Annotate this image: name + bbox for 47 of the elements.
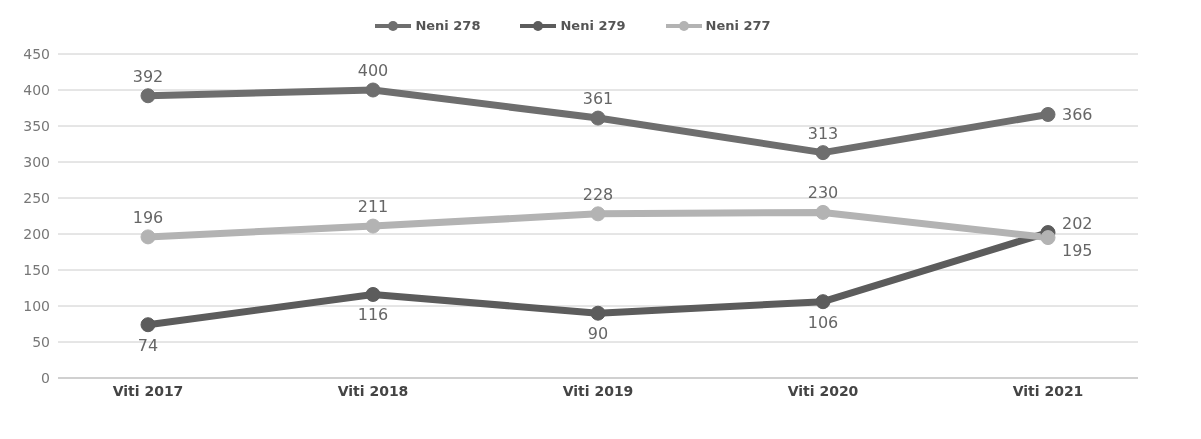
y-tick-label: 150 xyxy=(23,261,50,278)
x-tick-label: Viti 2019 xyxy=(562,382,634,399)
point xyxy=(1040,230,1056,246)
point xyxy=(590,305,606,321)
data-label: 211 xyxy=(357,197,389,217)
point xyxy=(365,82,381,98)
y-tick-label: 300 xyxy=(23,153,50,170)
y-tick-label: 200 xyxy=(23,225,50,242)
y-tick-label: 50 xyxy=(32,333,50,350)
data-label: 366 xyxy=(1062,105,1093,125)
y-tick-label: 400 xyxy=(23,81,50,98)
data-label: 361 xyxy=(582,89,614,109)
point xyxy=(815,294,831,310)
point xyxy=(815,204,831,220)
data-label: 392 xyxy=(132,66,164,86)
point xyxy=(365,286,381,302)
point xyxy=(140,88,156,104)
legend-label: Neni 278 xyxy=(414,18,481,33)
point xyxy=(590,206,606,222)
y-tick-label: 250 xyxy=(23,189,50,206)
data-label: 230 xyxy=(807,183,839,203)
point xyxy=(1040,106,1056,122)
data-label: 313 xyxy=(807,123,839,143)
data-label: 202 xyxy=(1062,213,1093,233)
x-tick-label: Viti 2021 xyxy=(1012,382,1084,399)
data-label: 196 xyxy=(132,207,164,227)
data-label: 74 xyxy=(137,335,159,355)
legend-label: Neni 279 xyxy=(559,18,626,33)
data-label: 400 xyxy=(357,61,389,80)
point xyxy=(140,317,156,333)
y-tick-label: 0 xyxy=(41,369,50,386)
data-label: 116 xyxy=(357,305,389,325)
y-tick-label: 100 xyxy=(23,297,50,314)
legend-label: Neni 277 xyxy=(704,18,771,33)
y-tick-label: 450 xyxy=(23,45,50,62)
data-label: 90 xyxy=(587,324,609,344)
x-tick-label: Viti 2018 xyxy=(337,382,409,399)
x-tick-label: Viti 2020 xyxy=(787,382,859,399)
point xyxy=(590,110,606,126)
data-label: 228 xyxy=(582,184,614,204)
point xyxy=(815,145,831,161)
x-tick-label: Viti 2017 xyxy=(112,382,184,399)
data-label: 195 xyxy=(1062,240,1093,260)
y-tick-label: 350 xyxy=(23,117,50,134)
point xyxy=(140,229,156,245)
data-label: 106 xyxy=(807,312,839,332)
point xyxy=(365,218,381,234)
